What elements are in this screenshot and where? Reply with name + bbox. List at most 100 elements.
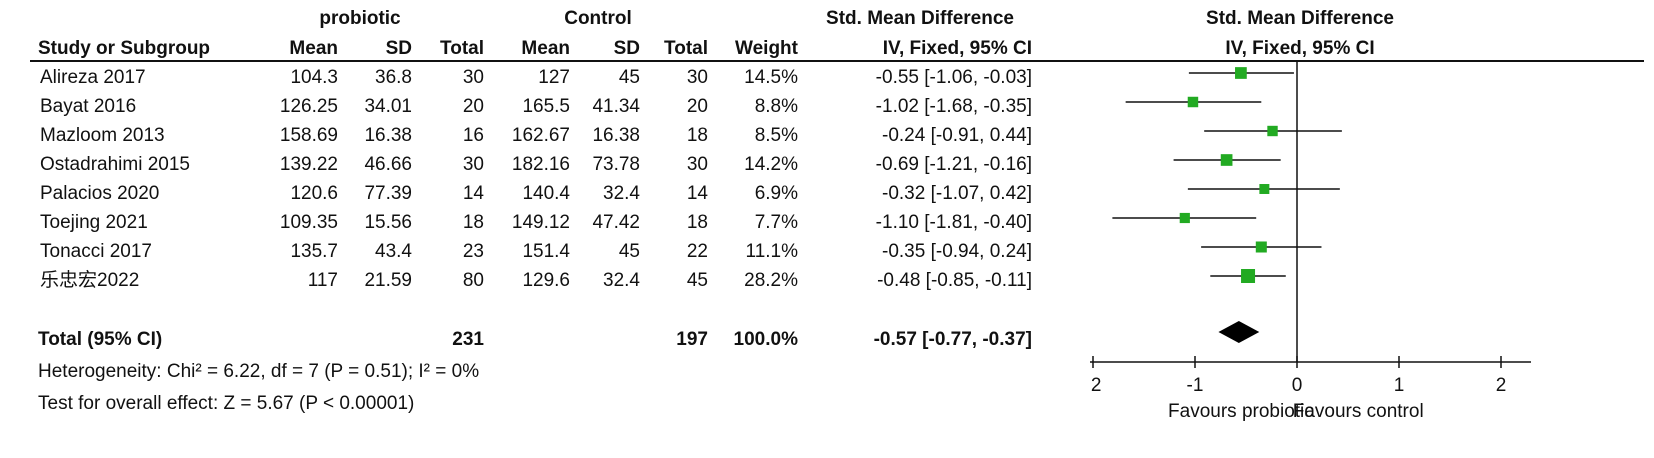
- header-method: IV, Fixed, 95% CI: [882, 38, 1032, 59]
- weight: 28.2%: [744, 270, 798, 291]
- header-mean-ctrl: Mean: [521, 38, 570, 59]
- weight: 14.2%: [744, 154, 798, 175]
- total-exp: 18: [462, 212, 484, 233]
- sd-ctrl: 16.38: [592, 125, 640, 146]
- total-ctrl: 20: [686, 96, 708, 117]
- study-marker: [1179, 212, 1190, 224]
- mean-exp: 104.3: [290, 67, 338, 88]
- total-ctrl: 30: [686, 67, 708, 88]
- total-n-ctrl: 197: [676, 329, 708, 350]
- sd-ctrl: 32.4: [603, 270, 640, 291]
- study-name: Alireza 2017: [40, 67, 146, 88]
- study-name: Mazloom 2013: [40, 125, 165, 146]
- mean-exp: 126.25: [279, 96, 338, 117]
- mean-exp: 120.6: [290, 183, 338, 204]
- favours-left-label: Favours probiotic: [1168, 401, 1314, 422]
- mean-exp: 158.69: [279, 125, 338, 146]
- mean-exp: 139.22: [279, 154, 338, 175]
- weight: 11.1%: [745, 241, 798, 262]
- mean-ctrl: 165.5: [522, 96, 570, 117]
- smd-ci: -0.48 [-0.85, -0.11]: [877, 270, 1032, 291]
- header-sd-ctrl: SD: [613, 38, 640, 59]
- total-ctrl: 45: [686, 270, 708, 291]
- sd-exp: 34.01: [364, 96, 412, 117]
- sd-exp: 46.66: [364, 154, 412, 175]
- study-name: Tonacci 2017: [40, 241, 152, 262]
- study-name: 乐忠宏2022: [40, 270, 140, 291]
- mean-ctrl: 129.6: [522, 270, 570, 291]
- header-group-probiotic: probiotic: [319, 8, 401, 29]
- total-weight: 100.0%: [733, 329, 798, 350]
- sd-ctrl: 73.78: [592, 154, 640, 175]
- heterogeneity-stats: Heterogeneity: Chi² = 6.22, df = 7 (P = …: [38, 361, 480, 382]
- x-tick-label: 1: [1394, 375, 1405, 396]
- header-group-control: Control: [564, 8, 632, 29]
- weight: 8.8%: [754, 96, 798, 117]
- total-exp: 80: [462, 270, 484, 291]
- header-weight: Weight: [735, 38, 798, 59]
- study-marker: [1259, 184, 1270, 194]
- total-smd-ci: -0.57 [-0.77, -0.37]: [873, 329, 1032, 350]
- mean-ctrl: 127: [538, 67, 570, 88]
- total-label: Total (95% CI): [38, 329, 163, 350]
- study-marker: [1187, 96, 1199, 108]
- sd-exp: 36.8: [375, 67, 412, 88]
- smd-ci: -0.55 [-1.06, -0.03]: [875, 67, 1032, 88]
- header-sd-exp: SD: [385, 38, 412, 59]
- total-exp: 23: [462, 241, 484, 262]
- sd-ctrl: 45: [618, 241, 640, 262]
- weight: 6.9%: [754, 183, 798, 204]
- mean-ctrl: 151.4: [522, 241, 570, 262]
- mean-ctrl: 149.12: [511, 212, 570, 233]
- x-tick-label: -2: [1090, 375, 1101, 396]
- total-ctrl: 18: [686, 125, 708, 146]
- study-name: Ostadrahimi 2015: [40, 154, 190, 175]
- weight: 14.5%: [744, 67, 798, 88]
- x-tick-label: -1: [1187, 375, 1204, 396]
- study-marker: [1220, 154, 1233, 166]
- total-n-exp: 231: [452, 329, 484, 350]
- mean-exp: 135.7: [290, 241, 338, 262]
- smd-ci: -0.35 [-0.94, 0.24]: [882, 241, 1032, 262]
- pooled-diamond: [1218, 321, 1260, 343]
- total-exp: 30: [462, 67, 484, 88]
- study-marker: [1241, 269, 1256, 283]
- total-exp: 14: [462, 183, 484, 204]
- total-ctrl: 22: [686, 241, 708, 262]
- sd-exp: 43.4: [375, 241, 412, 262]
- sd-ctrl: 45: [618, 67, 640, 88]
- header-mean-exp: Mean: [289, 38, 338, 59]
- mean-ctrl: 140.4: [522, 183, 570, 204]
- study-name: Toejing 2021: [40, 212, 148, 233]
- total-exp: 16: [462, 125, 484, 146]
- smd-ci: -0.32 [-1.07, 0.42]: [882, 183, 1032, 204]
- header-plot-method: IV, Fixed, 95% CI: [1225, 38, 1375, 59]
- sd-ctrl: 32.4: [603, 183, 640, 204]
- study-marker: [1235, 67, 1247, 79]
- header-study: Study or Subgroup: [38, 38, 211, 59]
- sd-exp: 16.38: [364, 125, 412, 146]
- weight: 8.5%: [754, 125, 798, 146]
- x-tick-label: 0: [1292, 375, 1303, 396]
- overall-effect-stats: Test for overall effect: Z = 5.67 (P < 0…: [38, 393, 415, 414]
- mean-ctrl: 162.67: [511, 125, 570, 146]
- smd-ci: -1.02 [-1.68, -0.35]: [875, 96, 1032, 117]
- x-tick-label: 2: [1496, 375, 1507, 396]
- sd-exp: 77.39: [364, 183, 412, 204]
- sd-exp: 15.56: [364, 212, 412, 233]
- mean-exp: 109.35: [279, 212, 338, 233]
- header-plot-title: Std. Mean Difference: [1206, 8, 1394, 29]
- total-exp: 30: [462, 154, 484, 175]
- mean-ctrl: 182.16: [511, 154, 570, 175]
- smd-ci: -0.69 [-1.21, -0.16]: [875, 154, 1032, 175]
- favours-right-label: Favours control: [1293, 401, 1424, 422]
- study-marker: [1267, 125, 1278, 137]
- total-ctrl: 18: [686, 212, 708, 233]
- header-total-ctrl: Total: [664, 38, 708, 59]
- smd-ci: -0.24 [-0.91, 0.44]: [882, 125, 1032, 146]
- header-smd-title: Std. Mean Difference: [826, 8, 1014, 29]
- smd-ci: -1.10 [-1.81, -0.40]: [875, 212, 1032, 233]
- sd-ctrl: 47.42: [592, 212, 640, 233]
- sd-exp: 21.59: [364, 270, 412, 291]
